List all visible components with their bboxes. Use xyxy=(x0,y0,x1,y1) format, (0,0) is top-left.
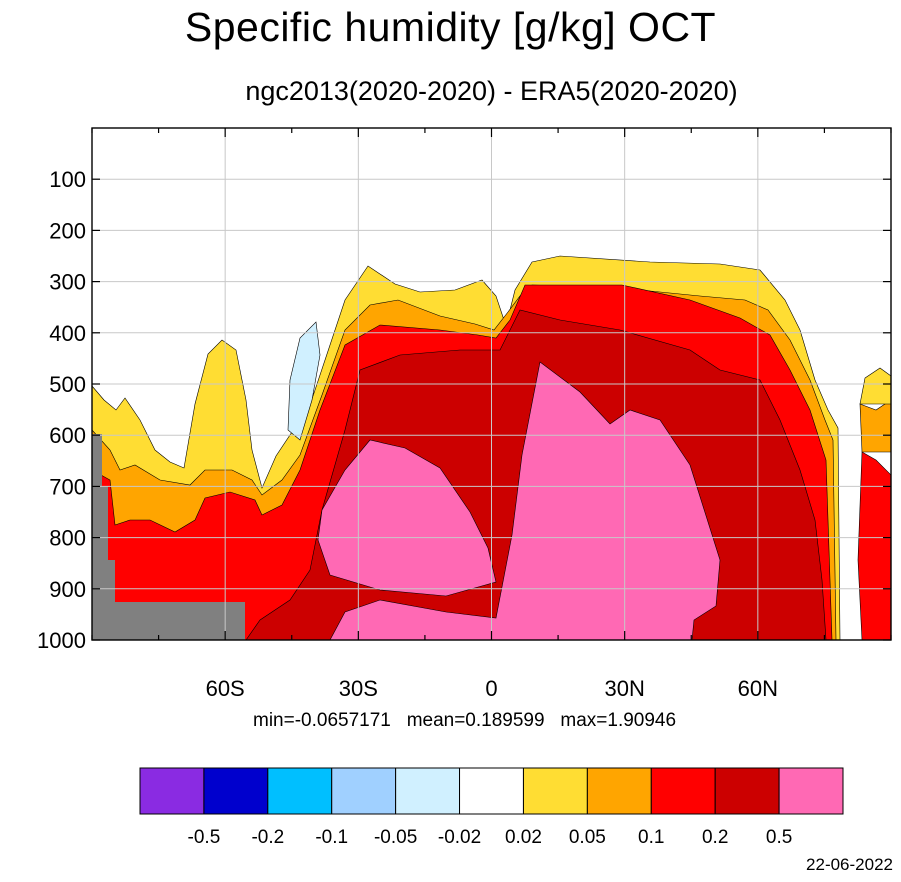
colorbar-label: -0.02 xyxy=(438,827,481,848)
region-missing-data xyxy=(92,434,245,640)
y-tick-label: 800 xyxy=(49,526,86,551)
y-tick-label: 300 xyxy=(49,270,86,295)
y-tick-label: 600 xyxy=(49,423,86,448)
x-tick-label: 30N xyxy=(604,676,644,701)
colorbar-swatch xyxy=(203,767,269,815)
y-tick-label: 700 xyxy=(49,474,86,499)
colorbar-label: 0.2 xyxy=(702,827,728,848)
colorbar-swatch xyxy=(586,767,652,815)
colorbar-swatch xyxy=(267,767,333,815)
region-orange-north-edge xyxy=(859,399,891,453)
colorbar-swatch xyxy=(139,767,205,815)
y-tick-label: 400 xyxy=(49,321,86,346)
colorbar-label: 0.5 xyxy=(766,827,792,848)
stats-text: min=-0.0657171 mean=0.189599 max=1.90946 xyxy=(253,710,677,731)
y-tick-label: 500 xyxy=(49,372,86,397)
chart-title: Specific humidity [g/kg] OCT xyxy=(184,4,717,50)
colorbar-swatch xyxy=(650,767,716,815)
colorbar-swatch xyxy=(522,767,588,815)
contour-fills xyxy=(92,255,891,640)
colorbar-label: -0.2 xyxy=(251,827,284,848)
chart-subtitle: ngc2013(2020-2020) - ERA5(2020-2020) xyxy=(245,76,738,106)
region-pink-southern xyxy=(317,439,497,597)
colorbar-swatch xyxy=(331,767,397,815)
colorbar: -0.5 -0.2 -0.1 -0.05 -0.02 0.02 0.05 0.1 0.2 0.5 xyxy=(139,767,844,848)
colorbar-label: 0.1 xyxy=(638,827,664,848)
colorbar-swatch xyxy=(459,767,524,815)
region-yellow-north-edge xyxy=(859,367,891,405)
x-tick-label: 60N xyxy=(738,676,778,701)
colorbar-label: -0.1 xyxy=(315,827,348,848)
colorbar-swatch xyxy=(714,767,780,815)
colorbar-label: 0.05 xyxy=(569,827,606,848)
region-pink-main xyxy=(329,361,721,640)
y-tick-label: 1000 xyxy=(37,628,86,653)
grid-lines xyxy=(92,128,891,640)
colorbar-swatch xyxy=(778,767,844,815)
colorbar-label: 0.02 xyxy=(505,827,542,848)
y-tick-label: 200 xyxy=(49,218,86,243)
y-tick-label: 900 xyxy=(49,577,86,602)
region-red-north-edge xyxy=(857,451,891,640)
x-tick-label: 30S xyxy=(339,676,378,701)
x-tick-label: 60S xyxy=(206,676,245,701)
colorbar-label: -0.5 xyxy=(188,827,221,848)
colorbar-label: -0.05 xyxy=(374,827,417,848)
x-tick-label: 0 xyxy=(485,676,497,701)
y-axis: 100 200 300 400 500 600 700 800 900 1000 xyxy=(37,167,891,653)
colorbar-swatch xyxy=(395,767,461,815)
y-tick-label: 100 xyxy=(49,167,86,192)
date-stamp: 22-06-2022 xyxy=(806,855,893,874)
region-lightblue xyxy=(287,321,321,441)
x-axis: 60S 30S 0 30N 60N xyxy=(91,128,892,701)
